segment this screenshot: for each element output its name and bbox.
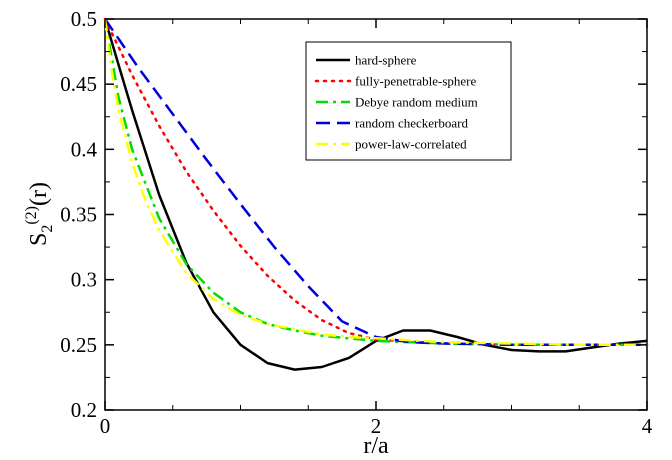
legend-label: random checkerboard [355, 116, 468, 131]
y-axis-title-sup: (2) [23, 206, 40, 225]
y-tick-label: 0.2 [71, 398, 97, 422]
y-tick-label: 0.4 [71, 137, 98, 161]
y-axis-title: S2(2)(r) [23, 182, 56, 246]
x-tick-label: 2 [371, 414, 382, 438]
series-line-hard-sphere [103, 18, 648, 371]
legend-box [305, 41, 512, 161]
y-tick-label: 0.3 [71, 268, 97, 292]
y-tick-label: 0.25 [60, 333, 97, 357]
y-tick-label: 0.35 [60, 203, 97, 227]
x-tick-label: 4 [642, 414, 653, 438]
series-line-random-checkerboard [103, 18, 647, 347]
legend-label: power-law-correlated [355, 137, 467, 152]
legend: hard-sphere fully-penetrable-sphere Debye … [305, 41, 512, 161]
legend-label: fully-penetrable-sphere [355, 74, 477, 89]
y-tick-label: 0.5 [71, 7, 97, 31]
y-axis-title-tail: (r) [26, 182, 52, 206]
y-axis-title-main: S [26, 233, 52, 246]
tick-layer: 0 2 4 0.2 0.25 0.3 0.35 0.4 0.45 0.5 [60, 7, 653, 438]
x-axis-title: r/a [363, 433, 389, 459]
legend-label: Debye random medium [355, 95, 478, 110]
series-layer [103, 17, 649, 371]
y-axis-title-sub: 2 [39, 225, 56, 233]
legend-label: hard-sphere [355, 53, 417, 68]
series-line-power-law-correlated [103, 18, 647, 347]
x-tick-label: 0 [100, 414, 111, 438]
y-tick-label: 0.45 [60, 72, 97, 96]
